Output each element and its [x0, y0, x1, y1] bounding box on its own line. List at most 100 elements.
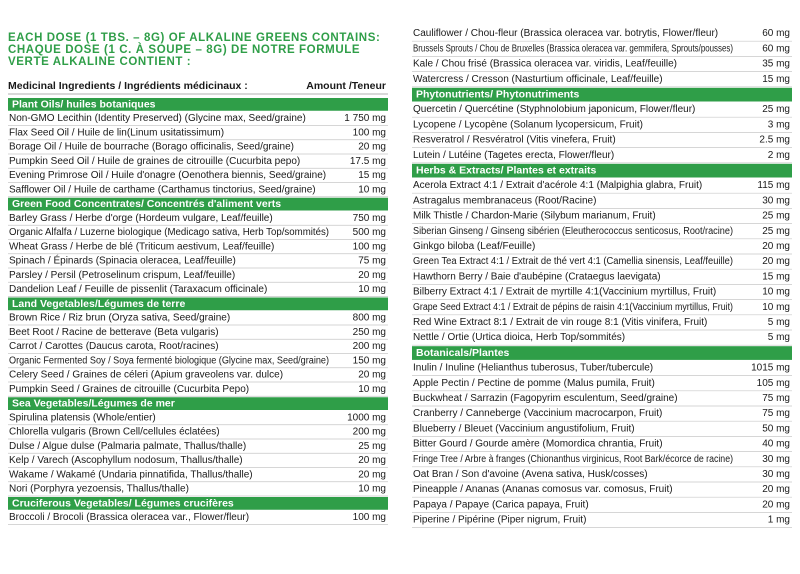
section-title: Plant Oils/ huiles botaniques [12, 98, 156, 110]
ingredient-name: Kelp / Varech (Ascophyllum nodosum, Thal… [9, 455, 243, 466]
ingredient-name: Carrot / Carottes (Daucus carota, Root/r… [9, 341, 219, 352]
ingredient-name: Borage Oil / Huile de bourrache (Borago … [9, 142, 294, 153]
ingredient-amount: 60 mg [762, 43, 790, 54]
ingredient-amount: 800 mg [353, 313, 386, 324]
ingredient-amount: 30 mg [762, 195, 790, 206]
ingredient-name: Lutein / Lutéine (Tagetes erecta, Flower… [413, 150, 614, 161]
ingredient-name: Red Wine Extract 8:1 / Extrait de vin ro… [413, 317, 707, 328]
header-line: CHAQUE DOSE (1 C. À SOUPE – 8G) DE NOTRE… [8, 43, 360, 56]
ingredient-amount: 75 mg [358, 256, 386, 267]
ingredient-amount: 200 mg [353, 427, 386, 438]
ingredient-amount: 10 mg [358, 184, 386, 195]
section-title: Land Vegetables/Légumes de terre [12, 298, 185, 310]
ingredient-name: Brussels Sprouts / Chou de Bruxelles (Br… [413, 43, 733, 54]
section-bar [8, 397, 388, 410]
ingredient-name: Milk Thistle / Chardon-Marie (Silybum ma… [413, 211, 656, 222]
ingredient-name: Pumpkin Seed / Graines de citrouille (Cu… [9, 384, 249, 395]
section-title: Cruciferous Vegetables/ Légumes crucifèr… [12, 497, 234, 509]
ingredient-name: Pumpkin Seed Oil / Huile de graines de c… [9, 156, 300, 167]
ingredient-name: Papaya / Papaye (Carica papaya, Fruit) [413, 499, 589, 510]
ingredient-amount: 75 mg [762, 408, 790, 419]
ingredient-amount: 15 mg [762, 271, 790, 282]
ingredient-amount: 20 mg [762, 241, 790, 252]
ingredient-name: Dulse / Algue dulse (Palmaria palmate, T… [9, 441, 246, 452]
section-title: Herbs & Extracts/ Plantes et extraits [416, 165, 596, 177]
section-bar [412, 87, 792, 102]
ingredient-name: Nettle / Ortie (Urtica dioica, Herb Top/… [413, 332, 625, 343]
ingredient-amount: 10 mg [762, 302, 790, 313]
ingredient-amount: 35 mg [762, 59, 790, 70]
section-bar [8, 297, 388, 311]
ingredient-name: Bitter Gourd / Gourde amère (Momordica c… [413, 439, 663, 450]
ingredient-amount: 20 mg [358, 469, 386, 480]
ingredient-amount: 30 mg [762, 469, 790, 480]
ingredient-name: Resveratrol / Resvératrol (Vitis vinefer… [413, 135, 616, 146]
section-title: Green Food Concentrates/ Concentrés d'al… [12, 198, 281, 210]
ingredient-amount: 40 mg [762, 439, 790, 450]
ingredient-name: Spinach / Épinards (Spinacia oleracea, L… [9, 254, 236, 267]
ingredient-amount: 25 mg [762, 104, 790, 115]
ingredient-name: Non-GMO Lecithin (Identity Preserved) (G… [9, 113, 306, 124]
ingredient-name: Buckwheat / Sarrazin (Fagopyrim esculent… [413, 393, 678, 404]
ingredient-name: Apple Pectin / Pectine de pomme (Malus p… [413, 378, 655, 389]
ingredient-amount: 1 750 mg [344, 113, 386, 124]
ingredient-name: Piperine / Pipérine (Piper nigrum, Fruit… [413, 515, 586, 526]
ingredient-name: Astragalus membranaceus (Root/Racine) [413, 195, 596, 206]
ingredient-amount: 20 mg [762, 499, 790, 510]
ingredient-amount: 15 mg [762, 74, 790, 85]
ingredient-name: Fringe Tree / Arbre à franges (Chionanth… [413, 454, 733, 465]
ingredient-amount: 50 mg [762, 423, 790, 434]
ingredient-name: Watercress / Cresson (Nasturtium officin… [413, 74, 663, 85]
section-bar [8, 197, 388, 211]
ingredient-amount: 1000 mg [347, 412, 386, 423]
header-line: VERTE ALKALINE CONTIENT : [8, 56, 191, 68]
ingredient-amount: 10 mg [762, 287, 790, 298]
column-header: Amount /Teneur [306, 80, 386, 92]
ingredient-name: Lycopene / Lycopène (Solanum lycopersicu… [413, 119, 643, 130]
ingredient-name: Grape Seed Extract 4:1 / Extrait de pépi… [413, 302, 733, 313]
ingredient-name: Beet Root / Racine de betterave (Beta vu… [9, 327, 219, 338]
ingredient-amount: 10 mg [358, 384, 386, 395]
ingredient-amount: 2 mg [768, 150, 790, 161]
ingredient-name: Chlorella vulgaris (Brown Cell/cellules … [9, 427, 220, 438]
ingredient-name: Organic Fermented Soy / Soya fermenté bi… [9, 355, 329, 366]
ingredient-name: Parsley / Persil (Petroselinum crispum, … [9, 270, 235, 281]
ingredient-amount: 150 mg [353, 355, 386, 366]
ingredient-name: Hawthorn Berry / Baie d'aubépine (Cratae… [413, 271, 661, 282]
ingredient-name: Brown Rice / Riz brun (Oryza sativa, See… [9, 313, 230, 324]
ingredient-amount: 20 mg [762, 484, 790, 495]
ingredient-name: Pineapple / Ananas (Ananas comosus var. … [413, 484, 673, 495]
ingredient-amount: 100 mg [353, 512, 386, 523]
section-bar [8, 497, 388, 510]
ingredient-amount: 1 mg [768, 515, 790, 526]
ingredient-amount: 25 mg [762, 226, 790, 237]
ingredient-amount: 100 mg [353, 241, 386, 252]
ingredient-amount: 1015 mg [751, 363, 790, 374]
ingredient-name: Barley Grass / Herbe d'orge (Hordeum vul… [9, 213, 273, 224]
column-header: Medicinal Ingredients / Ingrédients médi… [8, 80, 248, 92]
ingredient-name: Celery Seed / Graines de céleri (Apium g… [9, 370, 283, 381]
section-title: Botanicals/Plantes [416, 347, 510, 359]
ingredient-name: Kale / Chou frisé (Brassica oleracea var… [413, 59, 677, 70]
ingredient-amount: 20 mg [762, 256, 790, 267]
ingredient-amount: 20 mg [358, 142, 386, 153]
ingredient-name: Acerola Extract 4:1 / Extrait d'acérole … [413, 180, 702, 191]
ingredient-name: Organic Alfalfa / Luzerne biologique (Me… [9, 227, 329, 238]
ingredient-amount: 10 mg [358, 284, 386, 295]
section-bar [412, 346, 792, 360]
ingredient-amount: 75 mg [762, 393, 790, 404]
ingredient-amount: 15 mg [358, 170, 386, 181]
ingredient-name: Oat Bran / Son d'avoine (Avena sativa, H… [413, 469, 648, 480]
ingredient-amount: 100 mg [353, 127, 386, 138]
ingredient-amount: 25 mg [762, 211, 790, 222]
section-bar [8, 98, 388, 111]
ingredient-amount: 105 mg [757, 378, 790, 389]
ingredient-amount: 750 mg [353, 213, 386, 224]
ingredient-name: Green Tea Extract 4:1 / Extrait de thé v… [413, 256, 733, 267]
ingredient-amount: 60 mg [762, 28, 790, 39]
ingredient-name: Nori (Porphyra yezoensis, Thallus/thalle… [9, 484, 189, 495]
ingredient-amount: 17.5 mg [350, 156, 386, 167]
header-line: EACH DOSE (1 TBS. – 8G) OF ALKALINE GREE… [8, 32, 380, 44]
ingredient-amount: 500 mg [353, 227, 386, 238]
